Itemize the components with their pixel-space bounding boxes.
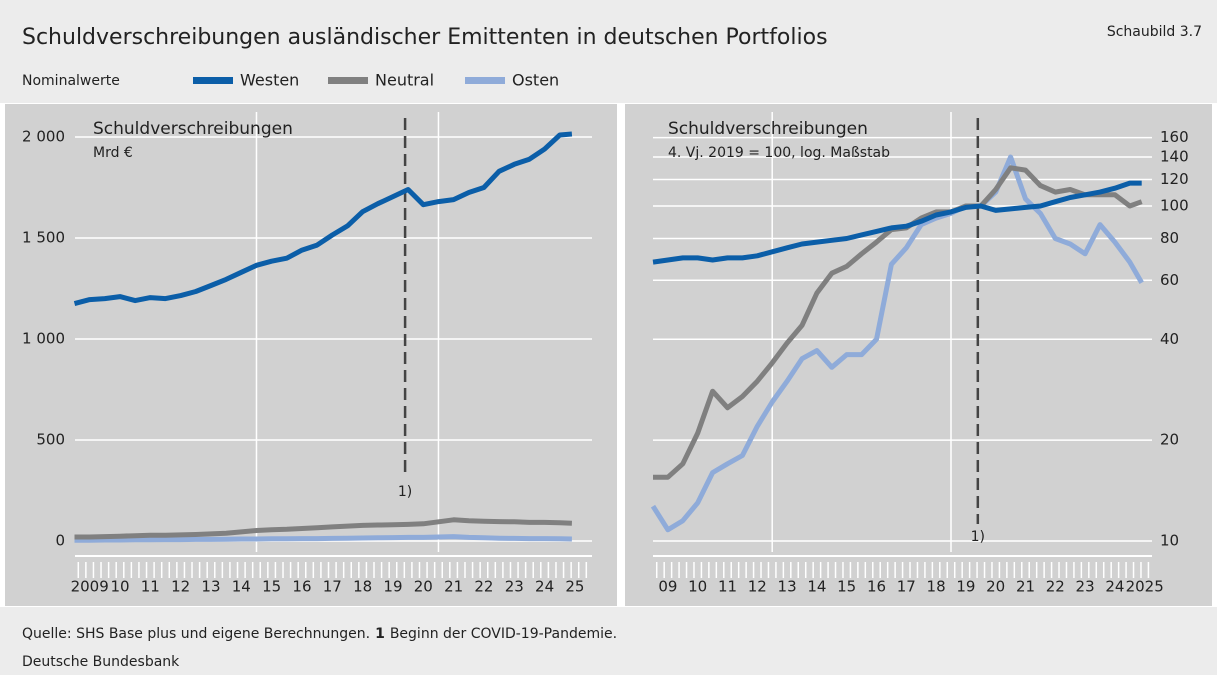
note: Beginn der COVID-19-Pandemie.	[390, 626, 617, 642]
x-tick-label: 22	[1046, 578, 1065, 596]
legend-swatch	[465, 77, 505, 84]
panel-title: Schuldverschreibungen	[93, 119, 293, 139]
y-tick-label: 2 000	[22, 128, 65, 146]
panel-subtitle: Mrd €	[93, 145, 133, 161]
series-line	[652, 180, 1142, 265]
x-tick-label: 16	[292, 578, 311, 596]
x-tick-label: 15	[262, 578, 281, 596]
note-marker: 1	[375, 626, 385, 642]
legend-entry: Osten	[512, 71, 559, 90]
x-tick-label: 19	[956, 578, 975, 596]
series-line	[650, 154, 1144, 533]
legend-entry: Westen	[240, 71, 299, 90]
y-tick-label: 500	[36, 431, 65, 449]
x-tick-label: 21	[444, 578, 463, 596]
annotation: 1)	[971, 529, 985, 545]
panel-bg	[5, 104, 617, 606]
x-tick-label: 09	[658, 578, 677, 596]
header-bg	[0, 0, 1217, 103]
panel-title: Schuldverschreibungen	[668, 119, 868, 139]
legend-entry: Neutral	[375, 71, 434, 90]
x-tick-label: 13	[201, 578, 220, 596]
x-tick-label: 24	[1105, 578, 1124, 596]
legend-label: Nominalwerte	[22, 73, 120, 89]
y-tick-label: 160	[1160, 128, 1189, 146]
series-line	[74, 517, 572, 540]
legend-swatch	[328, 77, 368, 84]
x-tick-label: 18	[927, 578, 946, 596]
x-tick-label: 20	[414, 578, 433, 596]
x-tick-label: 16	[867, 578, 886, 596]
x-tick-label: 10	[110, 578, 129, 596]
y-tick-label: 1 500	[22, 229, 65, 247]
x-tick-label: 19	[383, 578, 402, 596]
x-tick-label: 15	[837, 578, 856, 596]
footer-bg	[0, 607, 1217, 675]
legend-swatch	[193, 77, 233, 84]
legend: Westen Neutral Osten	[193, 71, 559, 90]
x-tick-label: 17	[323, 578, 342, 596]
x-tick-label: 12	[748, 578, 767, 596]
y-tick-label: 40	[1160, 330, 1179, 348]
title: Schuldverschreibungen ausländischer Emit…	[22, 25, 828, 50]
panel-subtitle: 4. Vj. 2019 = 100, log. Maßstab	[668, 145, 890, 161]
y-tick-label: 10	[1160, 532, 1179, 550]
x-tick-label: 24	[535, 578, 554, 596]
x-tick-label: 11	[718, 578, 737, 596]
x-tick-label: 13	[778, 578, 797, 596]
y-tick-label: 60	[1160, 271, 1179, 289]
x-tick-label: 21	[1016, 578, 1035, 596]
y-tick-label: 0	[55, 532, 65, 550]
y-tick-label: 120	[1160, 170, 1189, 188]
figure-label: Schaubild 3.7	[1107, 24, 1202, 40]
series-line	[73, 131, 573, 307]
y-tick-label: 80	[1160, 229, 1179, 247]
y-tick-label: 100	[1160, 196, 1189, 214]
annotation: 1)	[398, 484, 412, 500]
x-tick-label: 2025	[1126, 578, 1164, 596]
y-tick-label: 1 000	[22, 330, 65, 348]
x-tick-label: 12	[171, 578, 190, 596]
x-tick-label: 14	[807, 578, 826, 596]
x-tick-label: 23	[505, 578, 524, 596]
x-tick-label: 18	[353, 578, 372, 596]
x-tick-label: 17	[897, 578, 916, 596]
y-tick-label: 20	[1160, 431, 1179, 449]
x-tick-label: 22	[474, 578, 493, 596]
x-tick-label: 11	[141, 578, 160, 596]
x-tick-label: 2009	[71, 578, 109, 596]
source: Quelle: SHS Base plus und eigene Berechn…	[22, 626, 370, 642]
footer-source: Quelle: SHS Base plus und eigene Berechn…	[22, 626, 617, 642]
x-tick-label: 23	[1076, 578, 1095, 596]
series-line	[74, 534, 572, 543]
x-tick-label: 14	[232, 578, 251, 596]
publisher: Deutsche Bundesbank	[22, 654, 180, 670]
x-tick-label: 20	[986, 578, 1005, 596]
x-tick-label: 25	[565, 578, 584, 596]
y-tick-label: 140	[1160, 148, 1189, 166]
x-tick-label: 10	[688, 578, 707, 596]
